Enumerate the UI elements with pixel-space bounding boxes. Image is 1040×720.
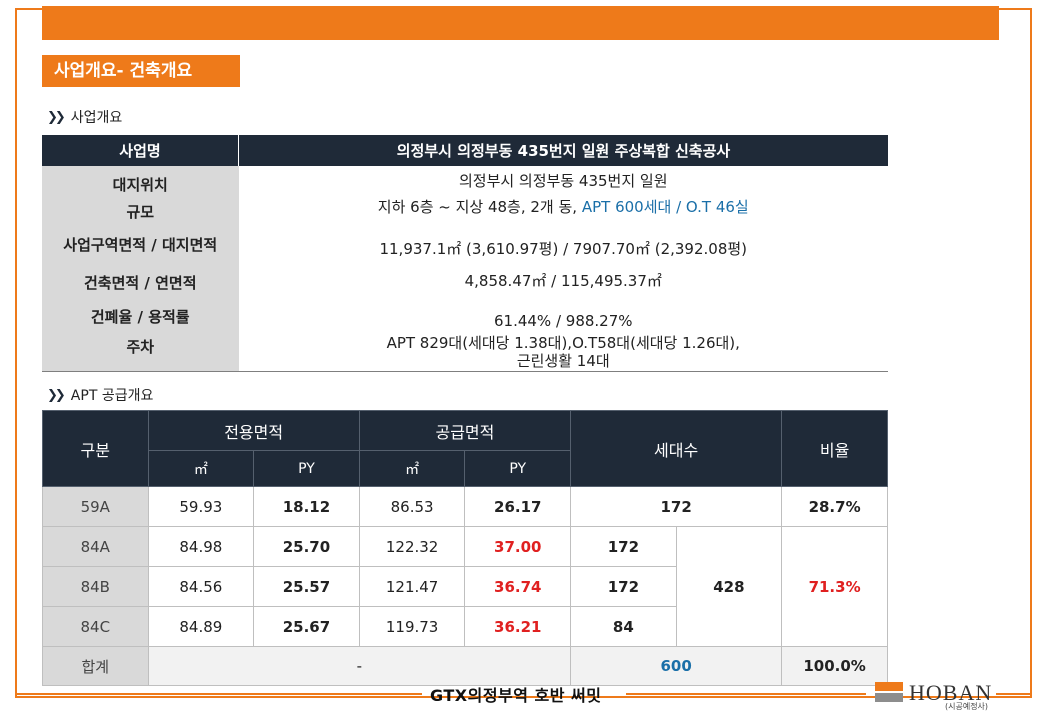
label-building-area: 건축면적 / 연면적: [83, 273, 197, 292]
overview-values: 의정부시 의정부동 435번지 일원 지하 6층 ~ 지상 48층, 2개 동,…: [238, 166, 889, 372]
hoban-logo: HOBAN (시공예정사): [875, 680, 995, 711]
label-ratio: 건폐율 / 용적률: [90, 307, 190, 326]
value-parking-line1: APT 829대(세대당 1.38대),O.T58대(세대당 1.26대),: [386, 334, 740, 352]
top-banner: [42, 6, 999, 40]
cell-ex-m2: 84.98: [147, 526, 255, 567]
table-row: 59A 59.93 18.12 86.53 26.17 172 28.7%: [42, 486, 888, 527]
value-ratio: 61.44% / 988.27%: [493, 312, 633, 330]
cell-total-ratio: 100.0%: [781, 646, 888, 686]
cell-ex-m2: 59.93: [147, 486, 255, 527]
label-scale: 규모: [126, 202, 155, 221]
overview-labels: 대지위치 규모 사업구역면적 / 대지면적 건축면적 / 연면적 건폐율 / 용…: [42, 166, 239, 372]
cell-households: 172: [570, 566, 677, 607]
cell-ex-py: 25.67: [253, 606, 360, 647]
cell-group-ratio: 71.3%: [781, 526, 888, 647]
cell-total-households: 600: [570, 646, 783, 686]
footer-title: GTX의정부역 호반 써밋: [430, 686, 602, 705]
footer-line-right: [626, 693, 866, 695]
section-heading-supply: ❯❯ APT 공급개요: [47, 385, 153, 405]
section-heading-label: APT 공급개요: [70, 388, 154, 404]
cell-ex-py: 25.70: [253, 526, 360, 567]
cell-type: 84B: [42, 566, 149, 607]
overview-table: 사업명 의정부시 의정부동 435번지 일원 주상복합 신축공사 대지위치 규모…: [42, 135, 888, 372]
cell-total-dash: -: [147, 646, 572, 686]
footer: GTX의정부역 호반 써밋 HOBAN (시공예정사): [0, 680, 1040, 711]
header-sp-m2: ㎡: [358, 450, 466, 487]
supply-table: 구분 전용면적 공급면적 세대수 비율 ㎡ PY ㎡ PY 59A 59.93 …: [42, 410, 888, 686]
header-ex-py: PY: [253, 450, 360, 487]
value-area: 11,937.1㎡ (3,610.97평) / 7907.70㎡ (2,392.…: [379, 240, 748, 258]
footer-line-left: [15, 693, 422, 695]
cell-ex-m2: 84.89: [147, 606, 255, 647]
value-location: 의정부시 의정부동 435번지 일원: [458, 172, 668, 190]
cell-sp-py: 26.17: [464, 486, 572, 527]
project-name-value: 의정부시 의정부동 435번지 일원 주상복합 신축공사: [238, 135, 888, 166]
cell-sp-m2: 122.32: [358, 526, 466, 567]
header-type: 구분: [42, 410, 149, 487]
cell-households: 172: [570, 526, 677, 567]
cell-households: 172: [570, 486, 783, 527]
value-scale-text: 지하 6층 ~ 지상 48층, 2개 동,: [377, 198, 578, 216]
cell-total-label: 합계: [42, 646, 149, 686]
cell-sp-m2: 86.53: [358, 486, 466, 527]
footer-line-end: [996, 693, 1032, 695]
cell-sp-py: 36.21: [464, 606, 572, 647]
cell-sp-py: 36.74: [464, 566, 572, 607]
page-title: 사업개요- 건축개요: [42, 55, 240, 87]
cell-group-households: 428: [675, 526, 783, 647]
logo-text: HOBAN: [909, 680, 993, 705]
cell-ex-m2: 84.56: [147, 566, 255, 607]
table-row: 84C 84.89 25.67 119.73 36.21 84: [42, 606, 888, 647]
project-name-label: 사업명: [42, 135, 239, 166]
section-heading-label: 사업개요: [70, 110, 123, 126]
cell-sp-py: 37.00: [464, 526, 572, 567]
cell-ex-py: 25.57: [253, 566, 360, 607]
header-exclusive: 전용면적: [147, 410, 360, 451]
value-parking-line2: 근린생활 14대: [516, 352, 610, 370]
table-row: 84A 84.98 25.70 122.32 37.00 172 428 71.…: [42, 526, 888, 647]
cell-type: 84C: [42, 606, 149, 647]
value-scale: 지하 6층 ~ 지상 48층, 2개 동, APT 600세대 / O.T 46…: [239, 194, 889, 220]
header-households: 세대수: [570, 410, 783, 487]
cell-ratio: 28.7%: [781, 486, 888, 527]
section-heading-overview: ❯❯ 사업개요: [47, 107, 122, 127]
logo-subtext: (시공예정사): [945, 702, 989, 711]
double-chevron-icon: ❯❯: [47, 387, 66, 403]
label-parking: 주차: [126, 337, 155, 356]
value-scale-highlight: APT 600세대 / O.T 46실: [581, 198, 749, 216]
header-supply: 공급면적: [358, 410, 572, 451]
cell-sp-m2: 121.47: [358, 566, 466, 607]
header-sp-py: PY: [464, 450, 572, 487]
total-row: 합계 - 600 100.0%: [42, 646, 888, 686]
label-area: 사업구역면적 / 대지면적: [63, 235, 218, 254]
logo-mark-icon: [875, 682, 903, 702]
double-chevron-icon: ❯❯: [47, 109, 66, 125]
cell-ex-py: 18.12: [253, 486, 360, 527]
cell-sp-m2: 119.73: [358, 606, 466, 647]
cell-type: 59A: [42, 486, 149, 527]
label-location: 대지위치: [112, 175, 168, 194]
cell-type: 84A: [42, 526, 149, 567]
cell-households: 84: [570, 606, 677, 647]
header-ex-m2: ㎡: [147, 450, 255, 487]
header-ratio: 비율: [781, 410, 888, 487]
value-building-area: 4,858.47㎡ / 115,495.37㎡: [464, 272, 662, 290]
